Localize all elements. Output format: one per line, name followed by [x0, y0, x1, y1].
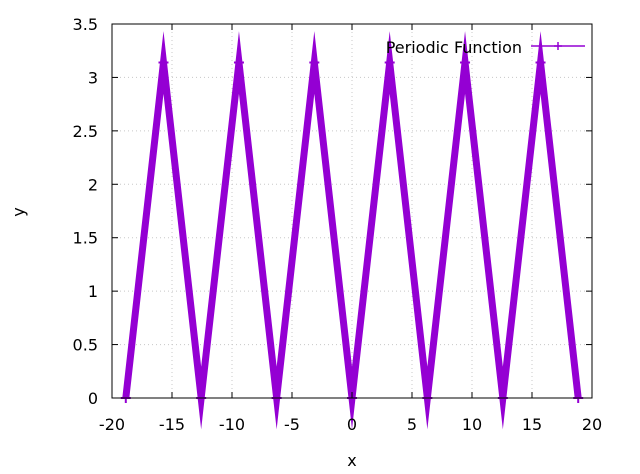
y-axis-label: y	[9, 207, 28, 216]
x-tick-label: 5	[407, 415, 417, 434]
legend-label: Periodic Function	[386, 38, 522, 57]
x-axis-label: x	[347, 451, 356, 470]
legend: Periodic Function	[386, 38, 585, 57]
ticks	[111, 23, 593, 399]
x-tick-labels: -20 -15 -10 -5 0 5 10 15 20	[99, 415, 602, 434]
x-tick-label: -20	[99, 415, 125, 434]
y-tick-label: 0	[88, 389, 98, 408]
series-layer	[120, 31, 584, 430]
y-tick-label: 2	[88, 175, 98, 194]
x-tick-label: 0	[347, 415, 357, 434]
grid	[112, 24, 592, 398]
data-point	[309, 57, 320, 68]
x-tick-label: -5	[284, 415, 300, 434]
data-point	[535, 57, 546, 68]
y-tick-labels: 0 0.5 1 1.5 2 2.5 3 3.5	[73, 15, 98, 408]
y-tick-label: 3	[88, 68, 98, 87]
y-tick-label: 2.5	[73, 122, 98, 141]
y-tick-label: 1.5	[73, 229, 98, 248]
y-tick-label: 1	[88, 282, 98, 301]
x-tick-label: 10	[462, 415, 482, 434]
data-point	[233, 57, 244, 68]
data-point	[460, 57, 471, 68]
data-point	[384, 57, 395, 68]
legend-marker	[554, 42, 562, 50]
data-point	[158, 57, 169, 68]
x-tick-label: 15	[522, 415, 542, 434]
x-tick-label: -15	[159, 415, 185, 434]
x-tick-label: 20	[582, 415, 602, 434]
x-tick-label: -10	[219, 415, 245, 434]
y-tick-label: 3.5	[73, 15, 98, 34]
y-tick-label: 0.5	[73, 336, 98, 355]
